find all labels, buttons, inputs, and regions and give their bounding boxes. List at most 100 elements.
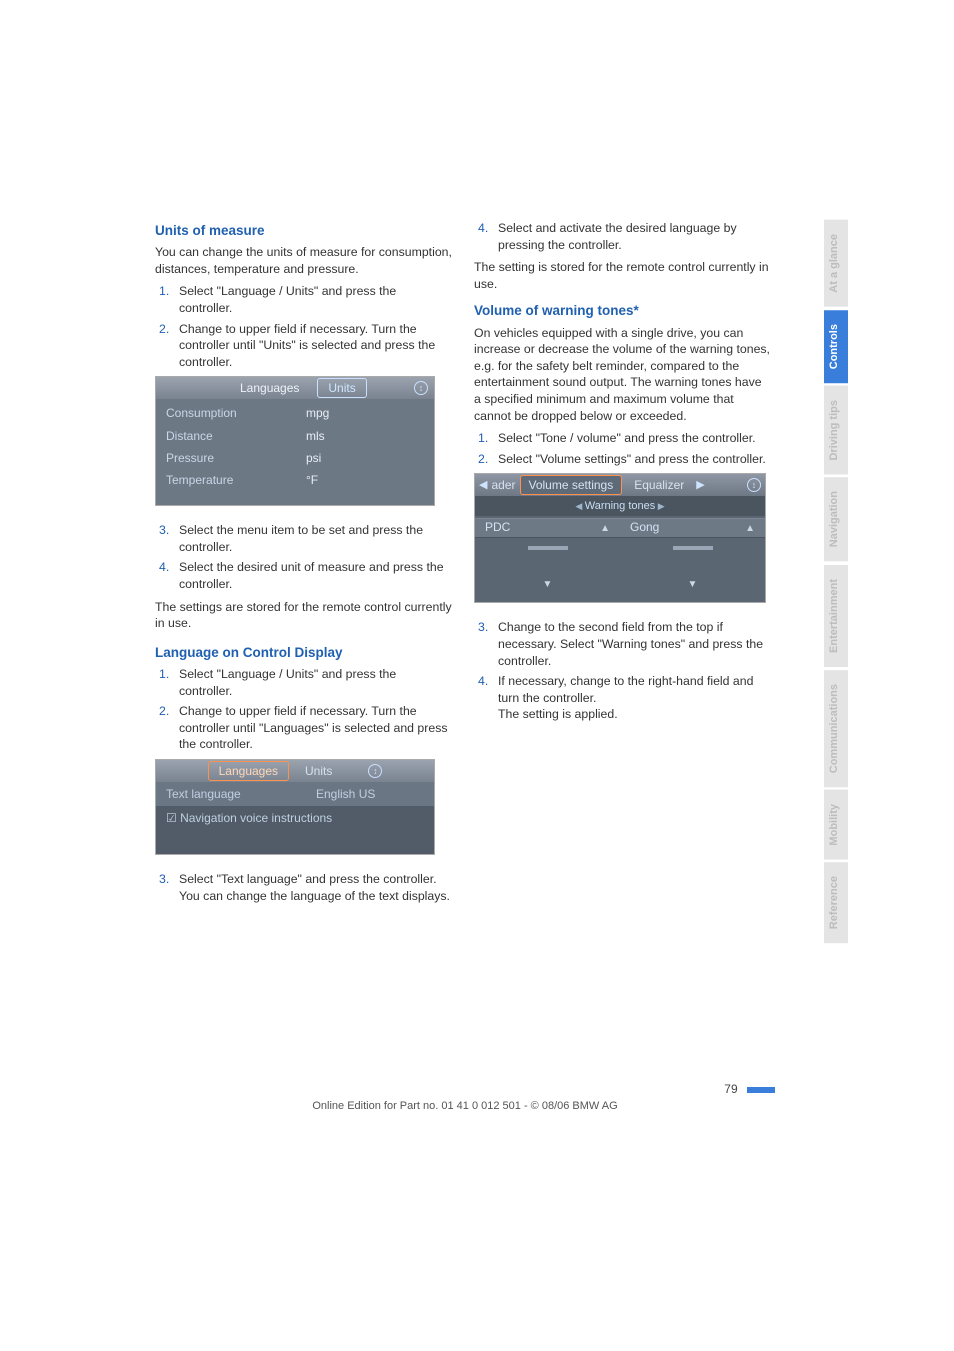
page-number: 79 [724,1082,737,1096]
screenshot-vol-header: ◀ ader Volume settings Equalizer ▶ ↕ [475,474,765,496]
step-text: Select the menu item to be set and press… [179,522,452,555]
info-icon: ↕ [368,764,382,778]
screenshot-languages: Languages Units ↕ Text language English … [155,759,435,855]
side-tab-reference[interactable]: Reference [824,862,848,943]
triangle-right-icon: ▶ [655,500,664,512]
info-icon: ↕ [414,381,428,395]
step-number: 2. [155,321,179,371]
slider-track [673,546,713,550]
arrow-right-icon: ▶ [696,478,704,493]
heading-volume: Volume of warning tones* [474,302,771,320]
tab-units: Units [295,762,342,780]
step-number: 4. [474,220,498,253]
step-number: 3. [474,619,498,669]
step-text: Select "Tone / volume" and press the con… [498,430,771,447]
step-text: If necessary, change to the right-hand f… [498,673,771,723]
side-tabs: At a glance Controls Driving tips Naviga… [824,220,848,947]
arrow-down-icon: ▼ [688,578,698,592]
page-number-bar [747,1087,775,1093]
row-value: mpg [306,405,329,421]
warning-tones-label: Warning tones [585,499,656,514]
lang-steps-2: 3.Select "Text language" and press the c… [155,871,452,904]
row-value: mls [306,428,325,444]
step-text: Select "Volume settings" and press the c… [498,451,771,468]
pdc-label: PDC [485,519,510,535]
step-text-b: The setting is applied. [498,707,618,721]
units-steps-2: 3.Select the menu item to be set and pre… [155,522,452,592]
tab-equalizer: Equalizer [626,476,692,494]
step-number: 3. [155,522,179,555]
side-tab-navigation[interactable]: Navigation [824,477,848,561]
tab-languages-selected: Languages [208,761,289,781]
arrow-left-icon: ◀ [479,478,487,493]
arrow-down-icon: ▼ [543,578,553,592]
units-steps-1: 1.Select "Language / Units" and press th… [155,283,452,370]
screenshot-units: Languages Units ↕ Consumptionmpg Distanc… [155,376,435,506]
step-text: Select "Text language" and press the con… [179,871,452,904]
row-label: Distance [166,428,306,444]
lang-steps-1: 1.Select "Language / Units" and press th… [155,666,452,753]
ader-label: ader [491,477,515,493]
arrow-up-icon: ▲ [745,522,755,536]
screenshot-vol-subheader: ◀ Warning tones ▶ [475,496,765,516]
step-text: Select and activate the desired language… [498,220,771,253]
vol-steps-1: 1.Select "Tone / volume" and press the c… [474,430,771,467]
row-label: Consumption [166,405,306,421]
screenshot-units-header: Languages Units ↕ [156,377,434,399]
step-text: Change to upper field if necessary. Turn… [179,703,452,753]
triangle-left-icon: ◀ [575,500,584,512]
step-number: 1. [155,666,179,699]
side-tab-communications[interactable]: Communications [824,670,848,787]
heading-units: Units of measure [155,222,452,240]
vol-steps-2: 3.Change to the second field from the to… [474,619,771,723]
side-tab-controls[interactable]: Controls [824,310,848,383]
heading-language: Language on Control Display [155,644,452,662]
side-tab-driving-tips[interactable]: Driving tips [824,386,848,475]
step-text: Select the desired unit of measure and p… [179,559,452,592]
volume-intro: On vehicles equipped with a single drive… [474,325,771,425]
screenshot-vol-body: PDC ▲ ▼ Gong ▲ ▼ [475,516,765,602]
step-text: Change to the second field from the top … [498,619,771,669]
row-value: °F [306,472,318,488]
row-value: psi [306,450,321,466]
footer-line: Online Edition for Part no. 01 41 0 012 … [155,1100,775,1112]
screenshot-volume: ◀ ader Volume settings Equalizer ▶ ↕ ◀ W… [474,473,766,603]
step-text-a: If necessary, change to the right-hand f… [498,674,753,705]
row-label: Pressure [166,450,306,466]
step-number: 3. [155,871,179,904]
tab-languages: Languages [230,379,309,397]
step-text: Select "Language / Units" and press the … [179,283,452,316]
row-value: English US [316,786,375,802]
step-number: 4. [155,559,179,592]
right-column: 4.Select and activate the desired langua… [474,220,771,910]
side-tab-at-a-glance[interactable]: At a glance [824,220,848,307]
cont-steps: 4.Select and activate the desired langua… [474,220,771,253]
nav-voice-row: ☑ Navigation voice instructions [166,810,424,826]
tab-units-selected: Units [317,378,366,398]
step-number: 1. [474,430,498,447]
units-intro: You can change the units of measure for … [155,244,452,277]
gong-label: Gong [630,519,659,535]
units-note: The settings are stored for the remote c… [155,599,452,632]
arrow-up-icon: ▲ [600,522,610,536]
side-tab-mobility[interactable]: Mobility [824,790,848,860]
screenshot-units-body: Consumptionmpg Distancemls Pressurepsi T… [156,399,434,505]
step-number: 1. [155,283,179,316]
cont-note: The setting is stored for the remote con… [474,259,771,292]
vol-col-gong: Gong ▲ ▼ [620,516,765,602]
info-icon: ↕ [747,478,761,492]
lang-row: Text language English US [156,782,434,806]
content-area: Units of measure You can change the unit… [155,220,775,910]
step-text: Select "Language / Units" and press the … [179,666,452,699]
row-label: Temperature [166,472,306,488]
tab-volume-selected: Volume settings [520,475,623,495]
vol-col-pdc: PDC ▲ ▼ [475,516,620,602]
step-number: 2. [474,451,498,468]
step-text: Change to upper field if necessary. Turn… [179,321,452,371]
side-tab-entertainment[interactable]: Entertainment [824,565,848,667]
slider-track [528,546,568,550]
row-label: Text language [166,786,316,802]
page-number-area: 79 [155,1082,775,1096]
step-number: 2. [155,703,179,753]
screenshot-lang-header: Languages Units ↕ [156,760,434,782]
